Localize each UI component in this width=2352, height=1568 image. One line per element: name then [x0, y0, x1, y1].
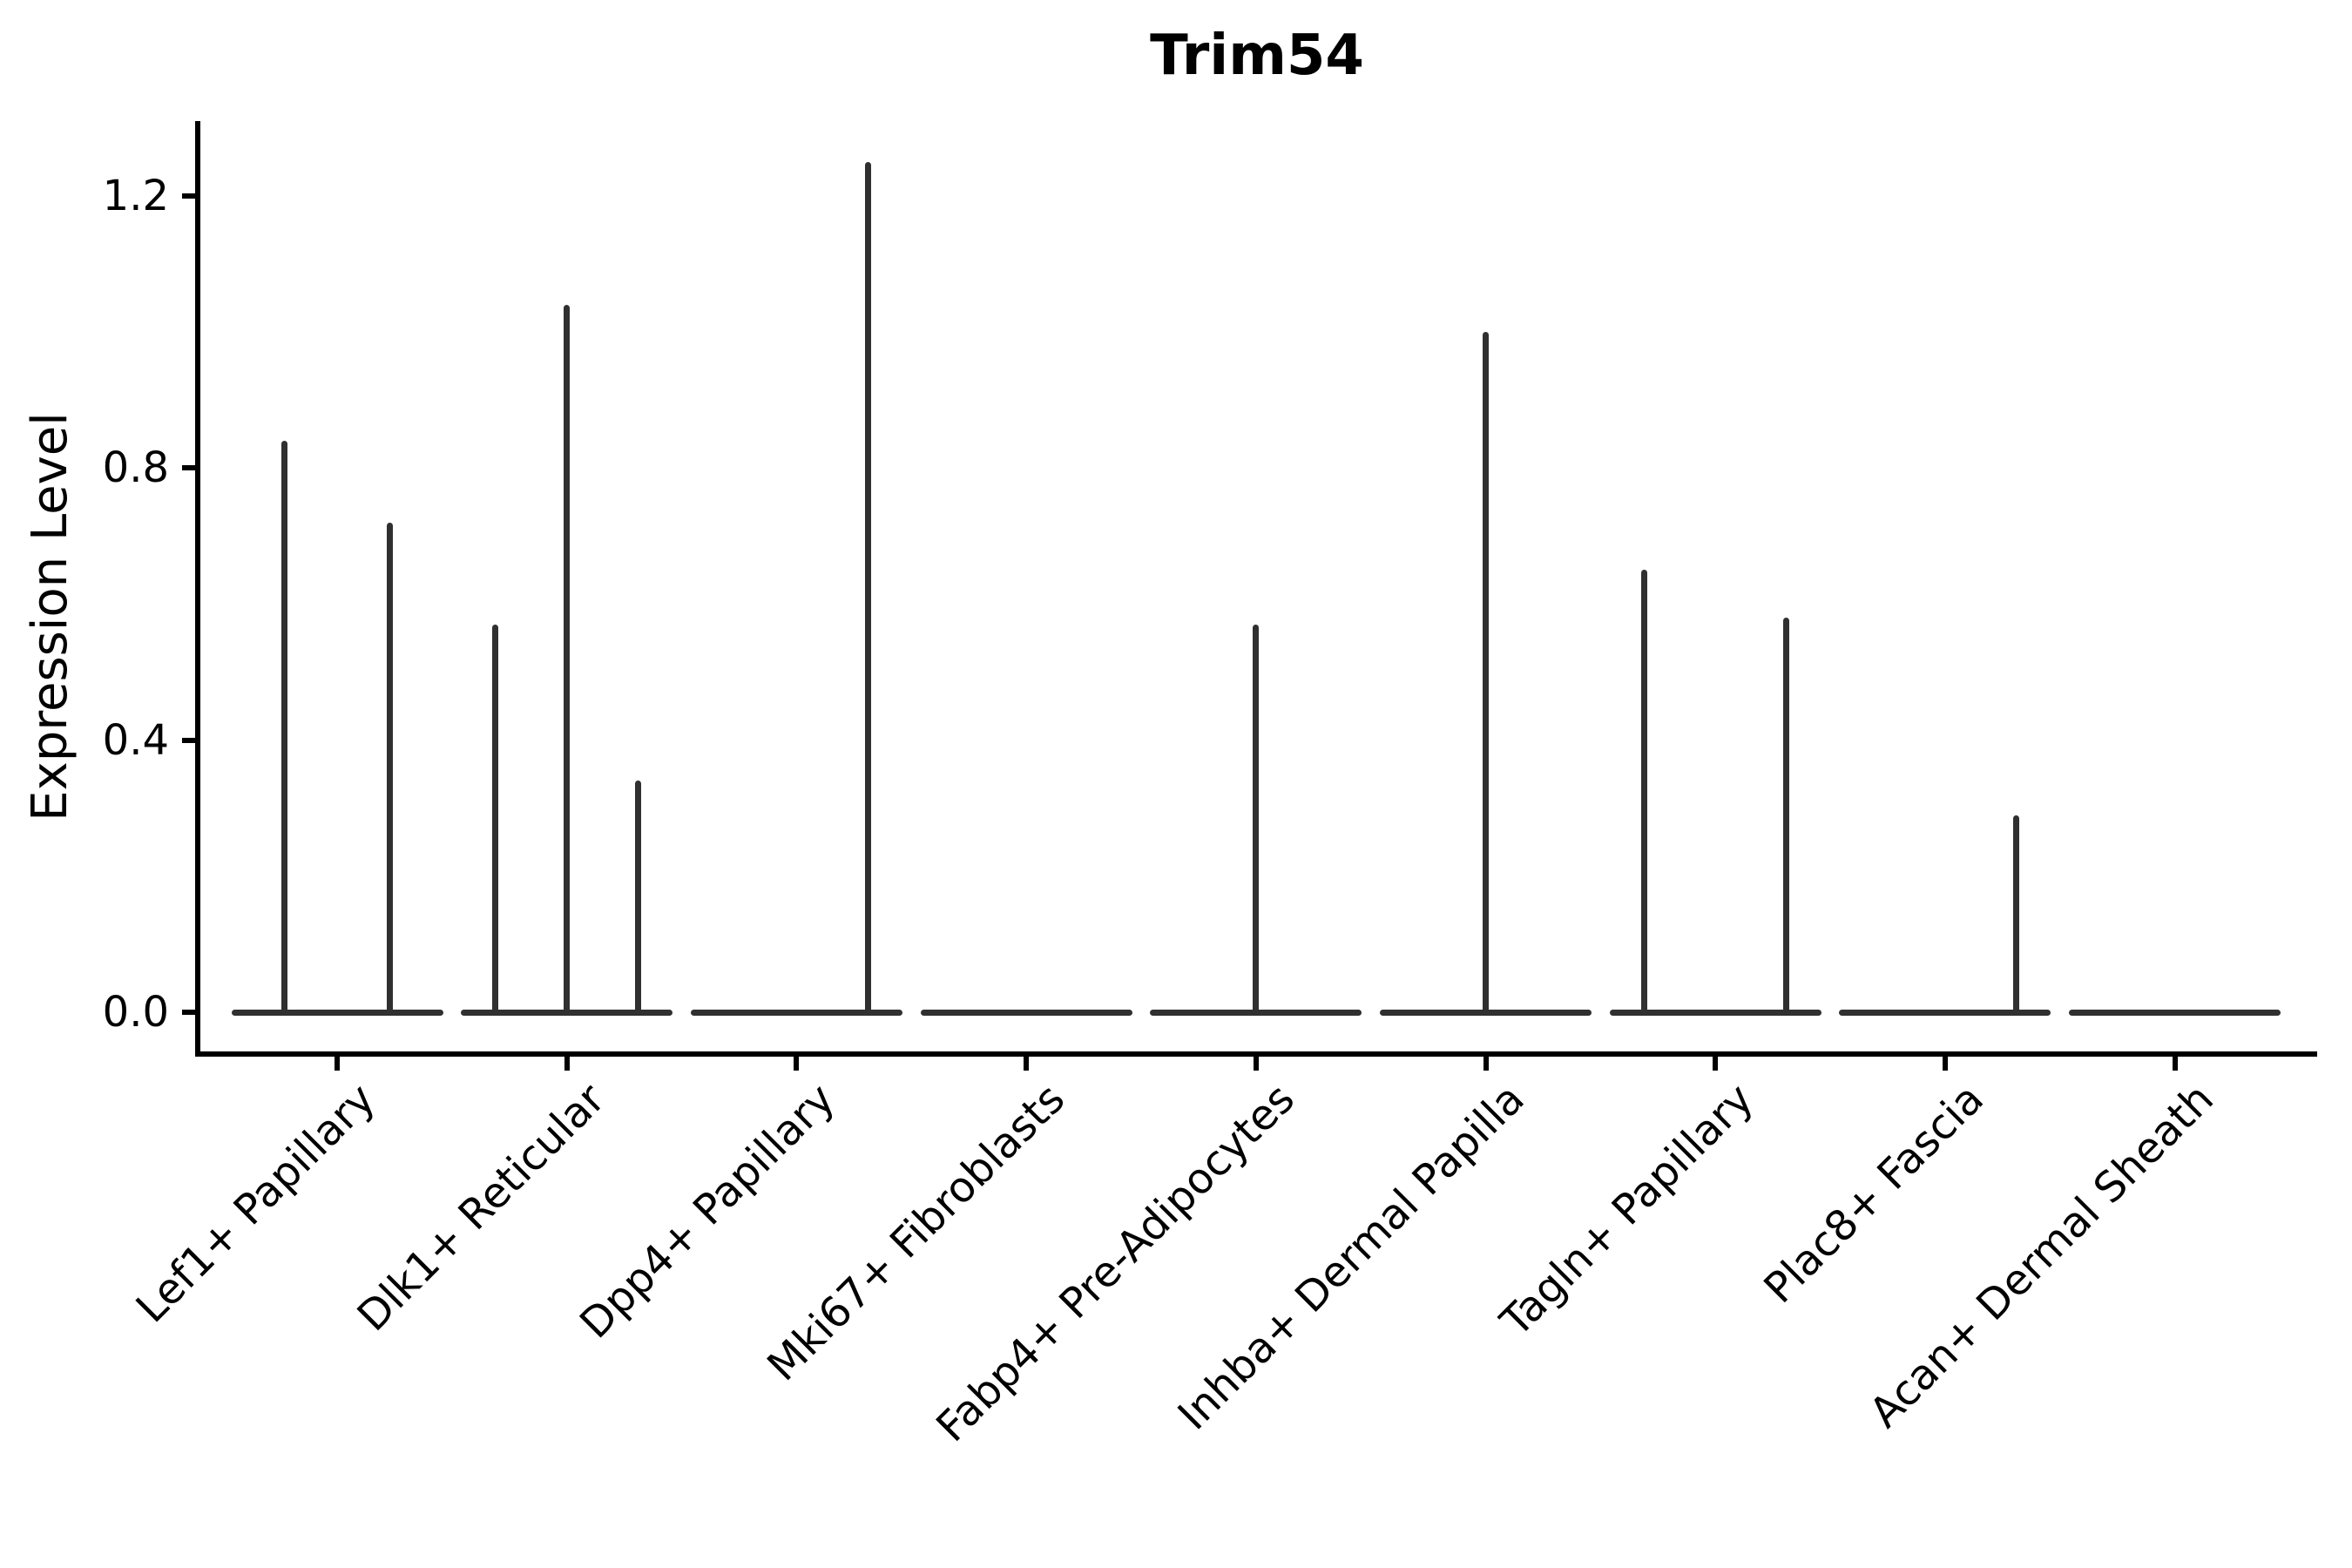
violin-spike: [1783, 618, 1790, 1012]
violin-spike: [634, 781, 641, 1012]
x-tick-mark: [1942, 1057, 1948, 1071]
violin-base: [1609, 1009, 1821, 1016]
y-tick-label: 0.4: [102, 715, 169, 765]
x-tick-mark: [1713, 1057, 1719, 1071]
violin-spike: [2013, 814, 2020, 1012]
y-tick-label: 1.2: [102, 171, 169, 220]
violin-base: [231, 1009, 443, 1016]
violin-spike: [387, 522, 394, 1012]
y-tick-mark: [182, 737, 195, 743]
x-tick-mark: [1253, 1057, 1259, 1071]
violin-base: [461, 1009, 673, 1016]
violin-spike: [864, 161, 871, 1012]
violin-spike: [492, 624, 499, 1012]
y-axis-line: [195, 121, 200, 1057]
y-tick-label: 0.8: [102, 443, 169, 493]
violin-base: [1150, 1009, 1362, 1016]
violin-base: [1380, 1009, 1592, 1016]
violin-spike: [1640, 570, 1647, 1012]
x-tick-label-anchor: Acan+ Dermal Sheath: [1490, 1073, 2222, 1436]
violin-base: [2069, 1009, 2281, 1016]
violin-spike: [1253, 624, 1260, 1012]
violin-spike: [564, 304, 571, 1012]
x-tick-mark: [794, 1057, 800, 1071]
chart-title: Trim54: [1150, 24, 1364, 88]
x-tick-mark: [1024, 1057, 1030, 1071]
violin-spike: [1483, 332, 1489, 1012]
y-tick-mark: [182, 465, 195, 471]
y-tick-label: 0.0: [102, 988, 169, 1037]
x-tick-mark: [335, 1057, 340, 1071]
x-tick-mark: [1483, 1057, 1489, 1071]
x-tick-mark: [564, 1057, 570, 1071]
violin-base: [1839, 1009, 2051, 1016]
y-tick-mark: [182, 1010, 195, 1015]
y-tick-mark: [182, 193, 195, 199]
x-tick-mark: [2172, 1057, 2178, 1071]
violin-base: [690, 1009, 902, 1016]
x-axis-line: [195, 1051, 2317, 1057]
violin-spike: [280, 440, 287, 1012]
violin-base: [920, 1009, 1132, 1016]
